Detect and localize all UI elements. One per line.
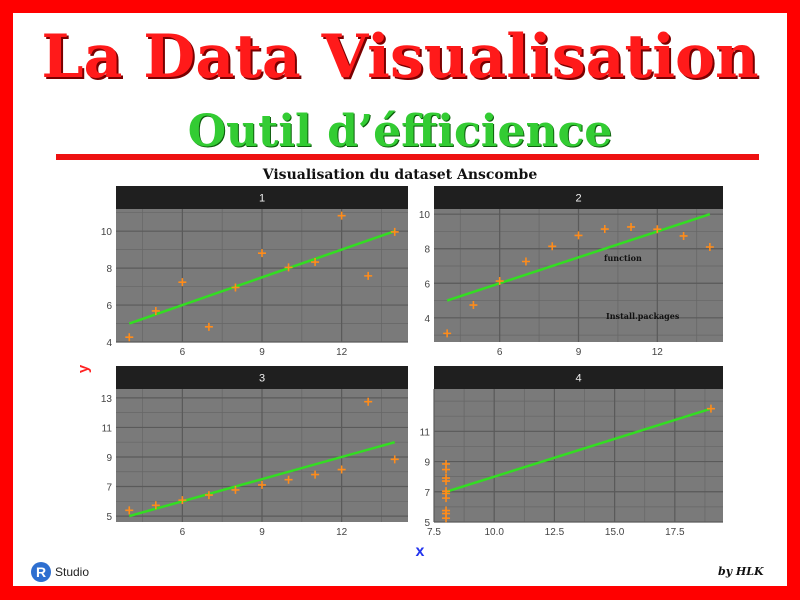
data-point [627, 222, 636, 231]
data-point [337, 211, 346, 220]
r-logo-icon: R [31, 562, 51, 582]
data-point [284, 475, 293, 484]
data-point [311, 470, 320, 479]
regression-line [128, 440, 396, 518]
data-point [258, 480, 266, 489]
data-point [337, 465, 346, 474]
y-tick-label: 10 [419, 210, 431, 221]
data-point [364, 397, 373, 406]
data-point [364, 271, 373, 280]
data-point [204, 491, 213, 500]
data-point [442, 465, 451, 474]
data-point [204, 322, 213, 331]
data-point [284, 263, 293, 272]
x-tick-label: 12 [336, 527, 348, 538]
y-tick-label: 6 [106, 301, 112, 312]
data-point [521, 257, 530, 266]
page-subtitle: Outil d’éfficience [187, 106, 613, 157]
y-tick-label: 4 [106, 338, 112, 349]
x-axis-label: x [416, 543, 425, 560]
x-tick-label: 12 [652, 347, 664, 358]
divider-rule [56, 154, 759, 160]
y-tick-label: 8 [106, 264, 112, 275]
data-point [443, 329, 452, 338]
y-tick-label: 5 [424, 518, 430, 529]
data-point [600, 225, 609, 234]
y-tick-label: 11 [102, 423, 113, 434]
x-tick-label: 10.0 [484, 527, 504, 538]
y-tick-label: 13 [101, 394, 113, 405]
y-tick-label: 7 [106, 483, 112, 494]
x-tick-label: 17.5 [665, 527, 685, 538]
data-point [469, 301, 478, 310]
data-point [442, 489, 451, 498]
data-point [178, 496, 187, 505]
regression-line [446, 212, 711, 302]
facet-panel [434, 389, 723, 522]
data-point [390, 227, 399, 236]
facet-strip [116, 186, 408, 209]
data-point [390, 455, 399, 464]
x-tick-label: 9 [259, 527, 265, 538]
data-point [258, 249, 266, 258]
x-tick-label: 9 [259, 347, 265, 358]
data-point [311, 258, 320, 267]
page-title: La Data Visualisation [41, 22, 759, 92]
facet-strip-label: 1 [259, 193, 265, 205]
rstudio-text: Studio [55, 565, 90, 579]
data-point [125, 506, 134, 515]
y-tick-label: 6 [424, 279, 430, 290]
data-point [705, 243, 714, 251]
data-point [495, 277, 504, 286]
y-tick-label: 7 [424, 488, 430, 499]
y-axis-label: y [75, 364, 92, 373]
data-point [679, 231, 688, 240]
facet-strip-label: 4 [575, 373, 581, 385]
data-point [442, 509, 451, 518]
data-point [178, 278, 187, 287]
x-tick-label: 9 [576, 347, 582, 358]
y-tick-label: 5 [106, 512, 112, 523]
y-tick-label: 9 [424, 458, 430, 469]
annotation-function: function [604, 253, 642, 263]
x-tick-label: 12 [336, 347, 348, 358]
regression-line [445, 407, 712, 493]
x-tick-label: 6 [180, 347, 186, 358]
chart-title: Visualisation du dataset Anscombe [262, 167, 538, 183]
x-tick-label: 6 [180, 527, 186, 538]
facet-strip [116, 366, 408, 389]
data-point [653, 225, 662, 234]
data-point [442, 474, 451, 483]
data-point [231, 485, 240, 494]
facet-strip [434, 186, 723, 209]
data-point [151, 501, 160, 510]
data-point [125, 333, 134, 342]
data-point [706, 404, 715, 413]
anscombe-faceted-chart: 1 6 9 12 4 6 8 10 2 6 9 12 4 6 8 10 function Install.pack… [75, 186, 723, 560]
rstudio-logo: R Studio [31, 562, 89, 582]
facet-strip-label: 2 [575, 193, 581, 205]
regression-line [128, 229, 396, 325]
poster-background: La Data Visualisation Outil d’éfficience… [13, 13, 787, 586]
data-point [151, 306, 160, 315]
data-point [574, 231, 583, 240]
y-tick-label: 11 [420, 427, 431, 438]
data-point [231, 283, 240, 292]
x-tick-label: 15.0 [605, 527, 625, 538]
data-point [548, 242, 557, 251]
annotation-install-packages: Install.packages [606, 311, 680, 321]
x-tick-label: 6 [497, 347, 503, 358]
y-tick-label: 8 [424, 245, 430, 256]
facet-strip-label: 3 [259, 373, 265, 385]
x-tick-label: 7.5 [427, 527, 441, 538]
author-signature: by HLK [718, 565, 764, 578]
y-tick-label: 10 [101, 227, 113, 238]
y-tick-label: 4 [424, 314, 430, 325]
x-tick-label: 12.5 [545, 527, 565, 538]
y-tick-label: 9 [106, 453, 112, 464]
facet-strip [434, 366, 723, 389]
